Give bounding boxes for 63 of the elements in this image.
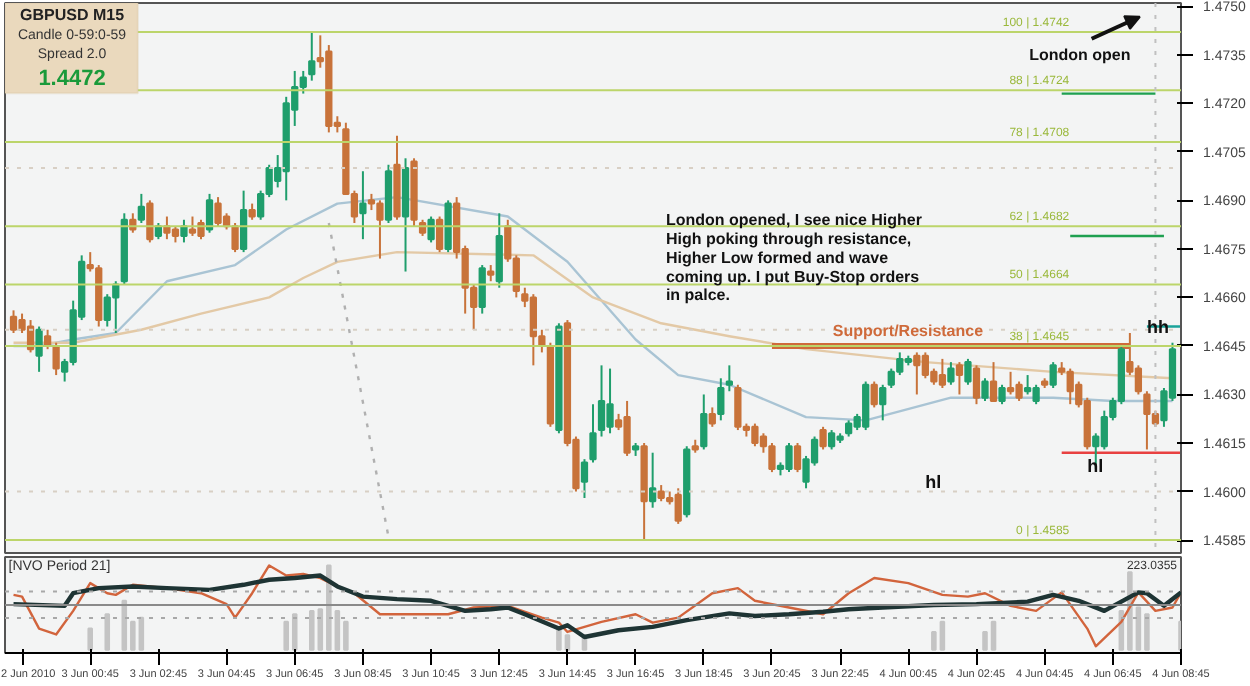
annotation: London open	[1029, 46, 1131, 65]
candlestick	[964, 357, 972, 386]
candlestick	[649, 451, 657, 509]
candlestick	[180, 218, 188, 244]
candlestick	[1066, 367, 1074, 406]
candlestick	[674, 487, 682, 525]
series-label: Support/Resistance	[832, 321, 985, 340]
candlestick	[700, 393, 708, 451]
annotation: hl	[1087, 455, 1104, 476]
candlestick	[444, 199, 452, 254]
candlestick	[1006, 370, 1015, 396]
candlestick	[137, 192, 145, 224]
candlestick	[947, 361, 955, 386]
annotation: hl	[925, 471, 942, 492]
candlestick	[163, 215, 171, 241]
candlestick	[205, 192, 214, 234]
annotation: GBPUSD M15	[20, 6, 126, 25]
candlestick	[9, 309, 18, 334]
candlestick	[427, 215, 435, 244]
candlestick	[103, 293, 111, 328]
candlestick	[478, 264, 486, 315]
candlestick	[495, 212, 503, 289]
candlestick	[214, 196, 222, 228]
candlestick	[1032, 383, 1040, 406]
candlestick	[793, 442, 802, 474]
candlestick	[717, 377, 725, 422]
candlestick	[1023, 374, 1032, 396]
candlestick	[359, 170, 367, 241]
candlestick	[308, 31, 316, 82]
candlestick	[376, 199, 384, 260]
candlestick	[998, 383, 1006, 406]
candlestick	[1049, 361, 1057, 389]
candlestick	[580, 458, 589, 499]
candlestick	[146, 199, 154, 244]
annotation: 1.4472	[38, 67, 106, 92]
candlestick	[606, 367, 614, 435]
candlestick	[972, 364, 981, 406]
candlestick	[785, 442, 793, 474]
candlestick	[435, 215, 444, 254]
candlestick	[751, 422, 759, 448]
candlestick	[819, 425, 827, 451]
annotation: London opened, I see nice Higher High poking through resistance, Higher Low formed and wave coming up. I put Buy-Stop orders in palce.	[665, 210, 922, 305]
candlestick	[734, 383, 742, 432]
candlestick	[725, 364, 733, 393]
candlestick	[981, 377, 989, 402]
candlestick	[938, 357, 947, 389]
candlestick	[239, 189, 248, 254]
candlestick	[623, 399, 631, 457]
candlestick	[188, 215, 197, 237]
candlestick	[1143, 390, 1151, 451]
candlestick	[597, 364, 606, 438]
candlestick	[989, 361, 998, 402]
candlestick	[589, 403, 597, 464]
candlestick	[35, 325, 43, 373]
candlestick	[1134, 364, 1143, 396]
candlestick	[862, 380, 870, 432]
candlestick	[708, 406, 716, 428]
candlestick	[768, 442, 776, 474]
candlestick	[870, 380, 878, 409]
candlestick	[1015, 380, 1023, 402]
candlestick	[827, 429, 836, 451]
candlestick	[879, 383, 887, 422]
candlestick	[955, 361, 964, 396]
